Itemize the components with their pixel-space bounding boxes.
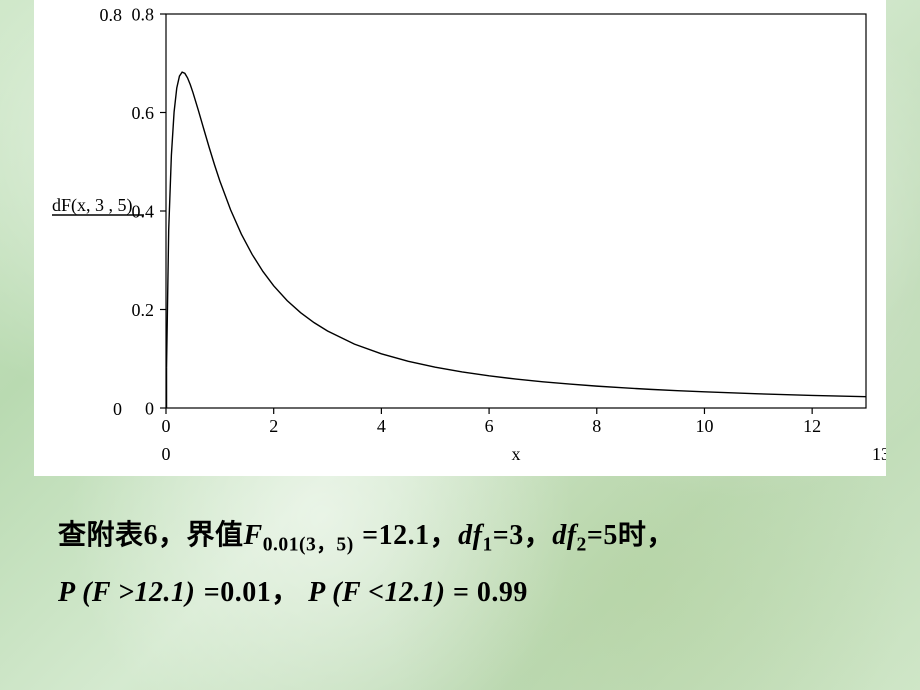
svg-text:0.8: 0.8	[132, 4, 155, 24]
caption-df1-sub: 1	[482, 535, 492, 556]
caption-line2: P (F >12.1)=0.01，P (F <12.1) = 0.99	[58, 577, 528, 608]
svg-text:dF(x, 3 , 5): dF(x, 3 , 5)	[52, 195, 133, 216]
svg-text:13: 13	[872, 444, 886, 464]
caption-p2-rhs: 0.99	[477, 577, 528, 608]
caption-df2-sub: 2	[577, 535, 587, 556]
caption-p1-rhs: 0.01	[220, 577, 271, 608]
caption-F-value: 12.1	[379, 520, 430, 551]
svg-text:0: 0	[145, 398, 154, 418]
caption-p1-lhs: P (F >12.1)	[58, 577, 195, 608]
svg-text:0: 0	[162, 444, 171, 464]
caption-F-sub: 0.01(3，5)	[263, 535, 354, 556]
caption-df1-val: 3	[509, 520, 524, 551]
svg-text:x: x	[512, 444, 521, 464]
svg-text:0.2: 0.2	[132, 300, 155, 320]
svg-text:0.6: 0.6	[132, 103, 155, 123]
svg-text:6: 6	[485, 416, 494, 436]
caption-suffix: 时，	[618, 520, 675, 551]
svg-text:0: 0	[162, 416, 171, 436]
svg-text:10: 10	[695, 416, 713, 436]
f-distribution-chart: 02468101200.20.40.60.80.80013xdF(x, 3 , …	[34, 0, 886, 476]
caption-df2-val: 5	[603, 520, 618, 551]
svg-text:8: 8	[592, 416, 601, 436]
svg-text:12: 12	[803, 416, 821, 436]
svg-text:0.8: 0.8	[100, 5, 123, 25]
svg-text:4: 4	[377, 416, 386, 436]
chart-container: 02468101200.20.40.60.80.80013xdF(x, 3 , …	[34, 0, 886, 476]
caption-df2-label: df	[552, 520, 576, 551]
caption-df1-label: df	[458, 520, 482, 551]
caption-F-symbol: F	[244, 520, 263, 551]
caption-p2-lhs: P (F <12.1)	[308, 577, 445, 608]
chart-caption: 查附表6，界值F0.01(3，5)=12.1，df1=3，df2=5时， P (…	[58, 508, 878, 621]
svg-text:2: 2	[269, 416, 278, 436]
caption-line1: 查附表6，界值F0.01(3，5)=12.1，df1=3，df2=5时，	[58, 520, 675, 551]
svg-text:0.4: 0.4	[132, 201, 155, 221]
svg-text:0: 0	[113, 399, 122, 419]
caption-prefix: 查附表6，界值	[58, 520, 244, 551]
slide-root: 02468101200.20.40.60.80.80013xdF(x, 3 , …	[0, 0, 920, 690]
